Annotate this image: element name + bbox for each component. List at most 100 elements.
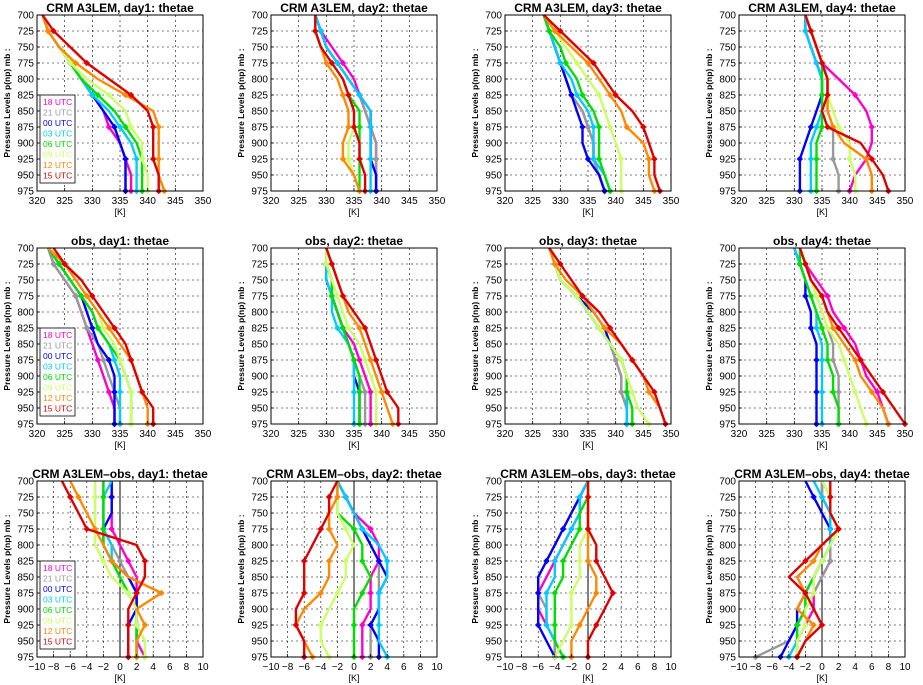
legend-entry: 00 UTC	[43, 584, 72, 594]
data-point	[829, 356, 837, 364]
y-tick-label: 825	[251, 324, 268, 335]
data-point	[100, 324, 107, 332]
series-line	[586, 481, 615, 657]
data-point	[852, 91, 859, 99]
data-point	[818, 123, 826, 131]
data-point	[827, 493, 834, 501]
data-point	[375, 589, 383, 597]
data-point	[807, 123, 815, 131]
x-tick-label: 4	[618, 662, 624, 673]
data-point	[835, 525, 842, 533]
x-tick-label: 350	[897, 196, 914, 207]
data-point	[116, 388, 124, 396]
data-point	[601, 324, 608, 332]
y-axis-label: Pressure Levels p(np) mb :	[2, 514, 12, 623]
data-point	[122, 123, 129, 131]
x-tick-label: 10	[665, 662, 677, 673]
y-axis-label: Pressure Levels p(np) mb :	[236, 48, 246, 157]
data-point	[840, 356, 848, 364]
data-point	[802, 27, 809, 35]
x-tick-label: 0	[351, 662, 357, 673]
x-tick-label: 6	[167, 662, 173, 673]
x-axis-label: [K]	[582, 440, 593, 450]
data-point	[317, 621, 324, 629]
data-point	[590, 155, 597, 163]
data-point	[623, 388, 630, 396]
legend-entry: 09 UTC	[43, 150, 72, 160]
y-tick-label: 875	[485, 356, 502, 367]
y-tick-label: 950	[251, 404, 268, 415]
y-tick-label: 950	[485, 404, 502, 415]
x-tick-label: 320	[29, 196, 46, 207]
y-tick-label: 875	[17, 356, 34, 367]
data-point	[807, 324, 815, 332]
data-point	[67, 493, 74, 501]
data-point	[375, 621, 383, 629]
y-tick-label: 850	[485, 340, 502, 351]
data-point	[367, 356, 374, 364]
x-tick-label: 345	[869, 196, 886, 207]
y-tick-label: 875	[485, 123, 502, 134]
data-point	[810, 557, 817, 565]
x-tick-label: 8	[886, 662, 892, 673]
x-tick-label: 6	[869, 662, 875, 673]
x-tick-label: 350	[429, 429, 446, 440]
data-point	[595, 155, 603, 163]
y-tick-label: 750	[719, 43, 736, 54]
x-tick-label: −10	[731, 662, 748, 673]
x-tick-label: 345	[635, 196, 652, 207]
data-point	[55, 260, 63, 268]
y-tick-label: 700	[17, 244, 34, 255]
data-point	[573, 292, 581, 300]
y-tick-label: 850	[251, 340, 268, 351]
y-tick-label: 750	[17, 509, 34, 520]
data-point	[810, 589, 817, 597]
y-axis-label: Pressure Levels p(np) mb :	[2, 281, 12, 390]
y-tick-label: 950	[17, 637, 34, 648]
x-tick-label: 325	[524, 429, 541, 440]
x-tick-label: 330	[786, 429, 803, 440]
y-tick-label: 700	[485, 477, 502, 488]
y-tick-label: 825	[251, 91, 268, 102]
data-point	[874, 388, 881, 396]
series-06-utc	[796, 248, 842, 428]
series-line	[798, 247, 890, 425]
y-tick-label: 900	[251, 139, 268, 150]
data-point	[813, 292, 820, 300]
data-point	[568, 589, 575, 597]
data-point	[138, 155, 146, 163]
legend-entry: 18 UTC	[43, 97, 72, 107]
y-tick-label: 850	[17, 107, 34, 118]
panel-title: CRM A3LEM, day4: thetae	[748, 1, 896, 15]
data-point	[91, 493, 99, 501]
y-tick-label: 800	[251, 75, 268, 86]
series-line	[548, 247, 650, 425]
series-line	[69, 480, 163, 657]
data-point	[609, 589, 617, 597]
data-point	[557, 59, 564, 67]
data-point	[328, 292, 336, 300]
data-point	[818, 388, 826, 396]
legend-box	[39, 94, 76, 184]
y-axis-label: Pressure Levels p(np) mb :	[470, 48, 480, 157]
y-tick-label: 800	[17, 75, 34, 86]
x-tick-label: −2	[98, 662, 110, 673]
data-point	[141, 621, 149, 629]
y-tick-label: 775	[485, 292, 502, 303]
x-tick-label: −6	[766, 662, 778, 673]
y-tick-label: 725	[251, 260, 268, 271]
data-point	[606, 91, 614, 99]
x-tick-label: −8	[48, 662, 60, 673]
y-tick-label: 725	[485, 493, 502, 504]
data-point	[334, 59, 341, 67]
y-tick-label: 775	[251, 525, 268, 536]
y-tick-label: 800	[251, 541, 268, 552]
data-point	[579, 292, 586, 300]
data-point	[317, 589, 324, 597]
data-point	[125, 621, 132, 629]
y-tick-label: 775	[251, 292, 268, 303]
y-tick-label: 825	[17, 557, 34, 568]
x-tick-label: 2	[836, 662, 842, 673]
